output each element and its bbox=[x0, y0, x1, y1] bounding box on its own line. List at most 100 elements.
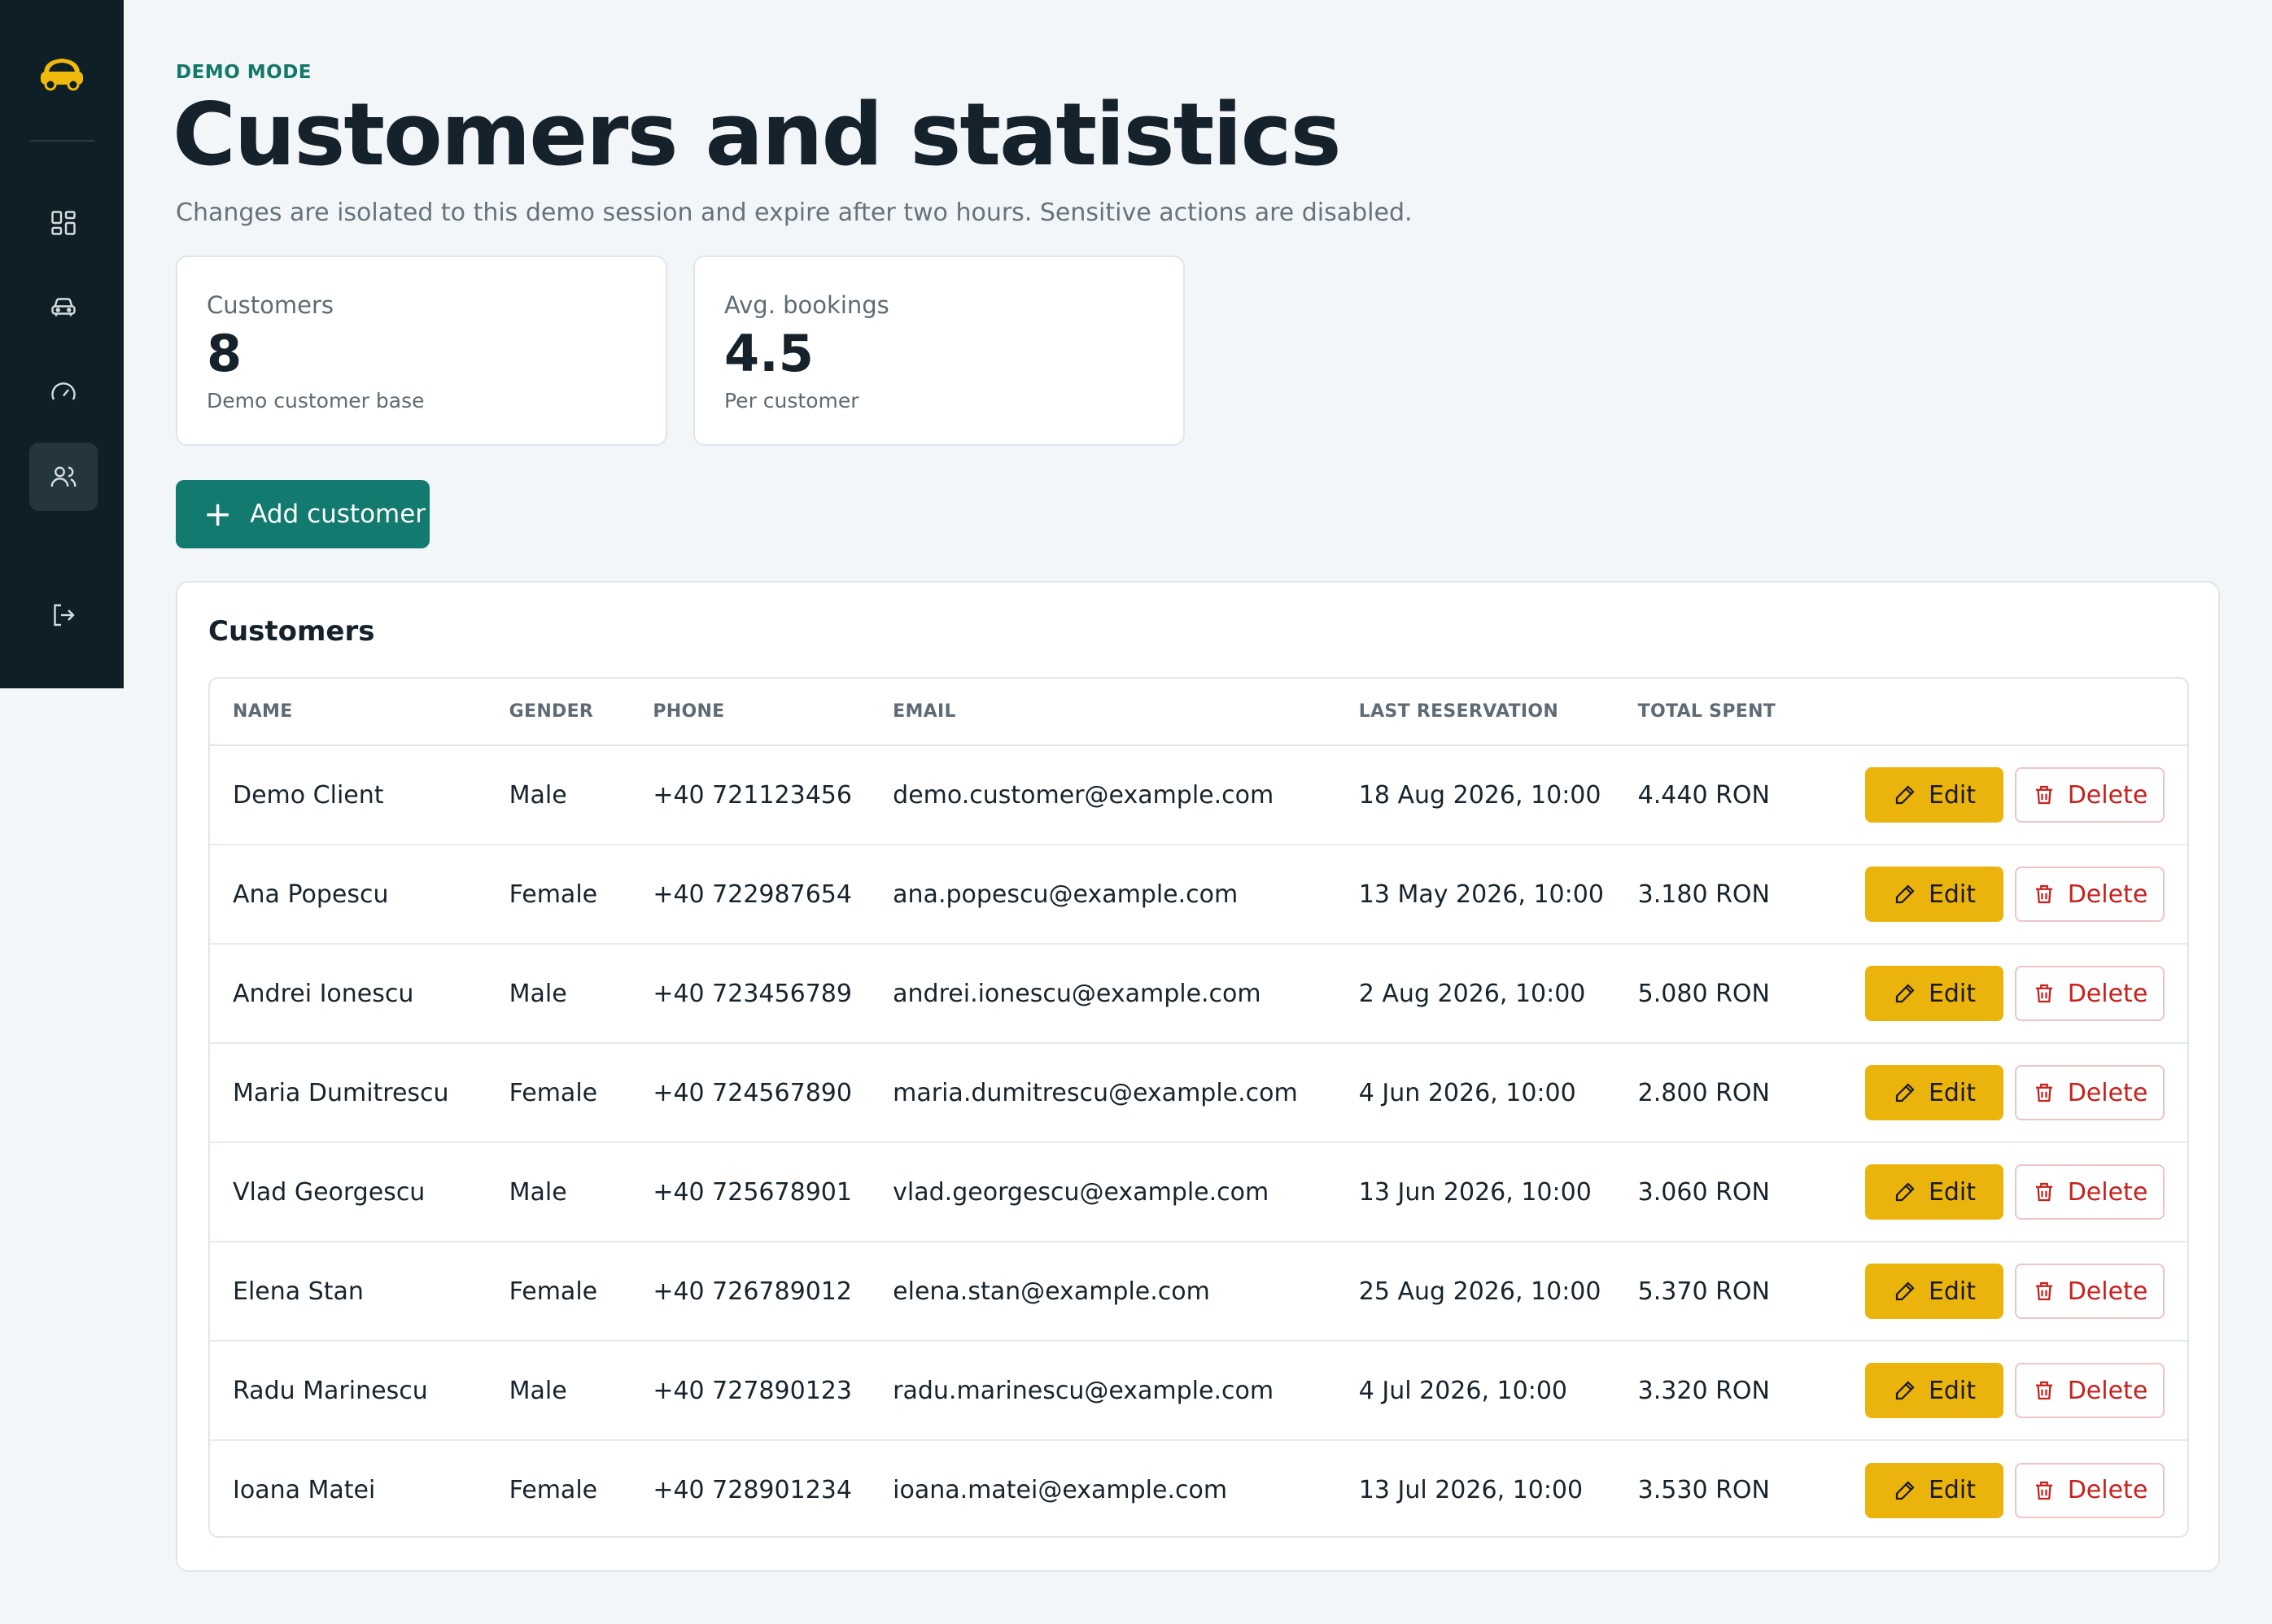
cell-gender: Male bbox=[486, 745, 631, 845]
cell-actions: Edit Delete bbox=[1842, 745, 2187, 845]
stat-subtext: Demo customer base bbox=[207, 389, 425, 413]
sidebar-item-cars[interactable] bbox=[29, 273, 98, 342]
cell-phone: +40 721123456 bbox=[630, 745, 871, 845]
edit-button[interactable]: Edit bbox=[1865, 1462, 2003, 1518]
pencil-icon bbox=[1895, 1083, 1915, 1102]
users-icon bbox=[50, 466, 76, 487]
edit-label: Edit bbox=[1928, 880, 1977, 909]
sidebar-item-customers[interactable] bbox=[29, 443, 98, 511]
column-header-phone[interactable]: PHONE bbox=[630, 679, 871, 746]
demo-mode-label: DEMO MODE bbox=[176, 62, 312, 83]
delete-label: Delete bbox=[2067, 1177, 2148, 1207]
table-row: Vlad Georgescu Male +40 725678901 vlad.g… bbox=[210, 1142, 2187, 1242]
cell-total-spent: 3.320 RON bbox=[1614, 1341, 1842, 1441]
sidebar-item-speed[interactable] bbox=[29, 358, 98, 426]
cell-name: Demo Client bbox=[210, 745, 487, 845]
cell-gender: Female bbox=[486, 1043, 631, 1143]
edit-label: Edit bbox=[1928, 1476, 1977, 1504]
add-customer-button[interactable]: + Add customer bbox=[176, 480, 430, 548]
pencil-icon bbox=[1895, 984, 1915, 1003]
cell-email: elena.stan@example.com bbox=[870, 1242, 1336, 1342]
edit-button[interactable]: Edit bbox=[1865, 1164, 2003, 1220]
cell-last-reservation: 13 May 2026, 10:00 bbox=[1335, 845, 1615, 945]
column-header-total-spent[interactable]: TOTAL SPENT bbox=[1614, 679, 1842, 746]
column-header-email[interactable]: EMAIL bbox=[870, 679, 1336, 746]
table-row: Ioana Matei Female +40 728901234 ioana.m… bbox=[210, 1440, 2187, 1536]
column-header-name[interactable]: NAME bbox=[210, 679, 487, 746]
delete-button[interactable]: Delete bbox=[2015, 1164, 2165, 1220]
trash-icon bbox=[2035, 1182, 2052, 1202]
cell-actions: Edit Delete bbox=[1842, 1242, 2187, 1342]
column-header-last-reservation[interactable]: LAST RESERVATION bbox=[1335, 679, 1615, 746]
cell-total-spent: 3.060 RON bbox=[1614, 1142, 1842, 1242]
cell-email: radu.marinescu@example.com bbox=[870, 1341, 1336, 1441]
cell-last-reservation: 25 Aug 2026, 10:00 bbox=[1335, 1242, 1615, 1342]
dashboard-icon bbox=[51, 211, 76, 235]
sidebar-item-logout[interactable] bbox=[29, 581, 98, 649]
delete-button[interactable]: Delete bbox=[2015, 1363, 2165, 1418]
cell-phone: +40 726789012 bbox=[630, 1242, 871, 1342]
sidebar-item-dashboard[interactable] bbox=[29, 189, 98, 257]
customers-panel: Customers NAME GENDER PHONE EMAIL LAST R… bbox=[176, 581, 2220, 1572]
table-body: Demo Client Male +40 721123456 demo.cust… bbox=[210, 745, 2187, 1536]
cell-phone: +40 723456789 bbox=[630, 944, 871, 1044]
delete-label: Delete bbox=[2067, 780, 2148, 810]
delete-button[interactable]: Delete bbox=[2015, 1264, 2165, 1319]
edit-button[interactable]: Edit bbox=[1865, 867, 2003, 922]
cell-actions: Edit Delete bbox=[1842, 845, 2187, 945]
delete-button[interactable]: Delete bbox=[2015, 1065, 2165, 1120]
cell-name: Vlad Georgescu bbox=[210, 1142, 487, 1242]
stat-label: Customers bbox=[207, 291, 334, 319]
cell-last-reservation: 13 Jul 2026, 10:00 bbox=[1358, 1476, 1584, 1504]
pencil-icon bbox=[1895, 1480, 1915, 1500]
edit-button[interactable]: Edit bbox=[1865, 1264, 2003, 1319]
edit-button[interactable]: Edit bbox=[1865, 1363, 2003, 1418]
sidebar bbox=[0, 0, 124, 688]
cell-total-spent: 4.440 RON bbox=[1614, 745, 1842, 845]
delete-label: Delete bbox=[2067, 1277, 2148, 1306]
cell-total-spent: 5.370 RON bbox=[1614, 1242, 1842, 1342]
customers-table: NAME GENDER PHONE EMAIL LAST RESERVATION… bbox=[210, 679, 2187, 1536]
cell-total-spent: 3.180 RON bbox=[1614, 845, 1842, 945]
cell-last-reservation: 13 Jun 2026, 10:00 bbox=[1335, 1142, 1615, 1242]
cell-gender: Male bbox=[486, 944, 631, 1044]
column-header-gender[interactable]: GENDER bbox=[486, 679, 631, 746]
cell-gender: Female bbox=[486, 1242, 631, 1342]
cell-email: vlad.georgescu@example.com bbox=[870, 1142, 1336, 1242]
trash-icon bbox=[2035, 1381, 2052, 1400]
delete-button[interactable]: Delete bbox=[2015, 966, 2165, 1021]
cell-email: ana.popescu@example.com bbox=[870, 845, 1336, 945]
edit-button[interactable]: Edit bbox=[1865, 767, 2003, 823]
stat-label: Avg. bookings bbox=[724, 291, 889, 319]
delete-label: Delete bbox=[2067, 1078, 2148, 1107]
cell-name: Ioana Matei bbox=[233, 1476, 376, 1504]
delete-button[interactable]: Delete bbox=[2015, 867, 2165, 922]
edit-button[interactable]: Edit bbox=[1865, 1065, 2003, 1120]
table-row: Maria Dumitrescu Female +40 724567890 ma… bbox=[210, 1043, 2187, 1143]
cell-email: demo.customer@example.com bbox=[870, 745, 1336, 845]
cell-name: Andrei Ionescu bbox=[210, 944, 487, 1044]
edit-label: Edit bbox=[1928, 1277, 1977, 1306]
stat-value: 4.5 bbox=[724, 324, 814, 383]
cell-last-reservation: 2 Aug 2026, 10:00 bbox=[1335, 944, 1615, 1044]
cell-phone: +40 724567890 bbox=[630, 1043, 871, 1143]
delete-button[interactable]: Delete bbox=[2015, 1462, 2165, 1518]
cell-gender: Male bbox=[486, 1142, 631, 1242]
car-logo-icon[interactable] bbox=[33, 49, 91, 98]
logout-icon bbox=[54, 604, 75, 626]
table-row: Elena Stan Female +40 726789012 elena.st… bbox=[210, 1242, 2187, 1342]
cell-last-reservation: 4 Jun 2026, 10:00 bbox=[1335, 1043, 1615, 1143]
trash-icon bbox=[2035, 1481, 2052, 1500]
cell-last-reservation: 4 Jul 2026, 10:00 bbox=[1335, 1341, 1615, 1441]
trash-icon bbox=[2035, 1083, 2052, 1102]
delete-button[interactable]: Delete bbox=[2015, 767, 2165, 823]
edit-button[interactable]: Edit bbox=[1865, 966, 2003, 1021]
speedometer-icon bbox=[51, 382, 76, 400]
edit-label: Edit bbox=[1928, 780, 1977, 810]
cell-total-spent: 3.530 RON bbox=[1637, 1476, 1770, 1504]
plus-icon: + bbox=[203, 494, 233, 534]
trash-icon bbox=[2035, 1281, 2052, 1301]
stat-card-customers: Customers 8 Demo customer base bbox=[176, 255, 667, 446]
cell-total-spent: 5.080 RON bbox=[1614, 944, 1842, 1044]
table-header-row: NAME GENDER PHONE EMAIL LAST RESERVATION… bbox=[210, 679, 2187, 746]
